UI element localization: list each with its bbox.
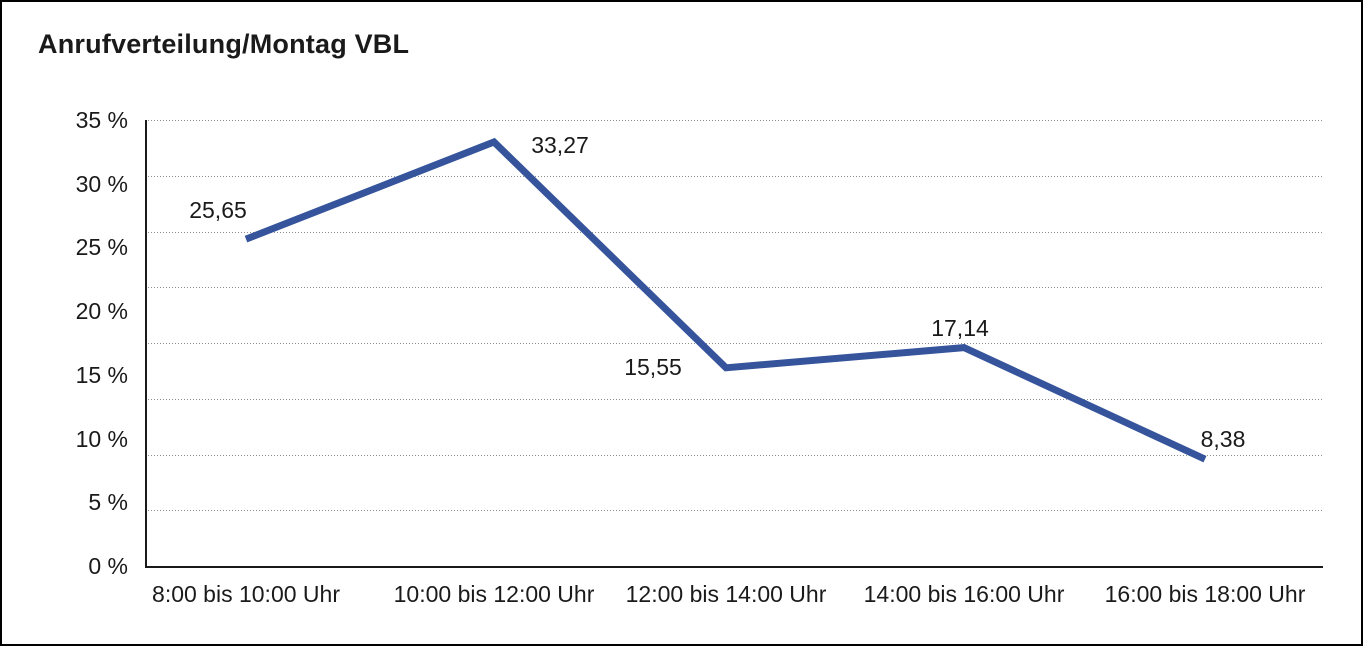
data-point-label: 25,65 [189,197,247,224]
line-series-path [244,137,1207,463]
y-axis-tick-label: 15 % [75,361,128,388]
gridline [145,231,1323,233]
y-axis-tick-label: 5 % [88,489,128,516]
y-axis-tick-label: 20 % [75,298,128,325]
gridline [145,343,1323,344]
y-axis-tick-label: 25 % [75,234,128,261]
y-axis-tick-label: 30 % [75,170,128,197]
gridline [145,287,1323,289]
gridline [145,175,1323,177]
x-axis-category-label: 14:00 bis 16:00 Uhr [863,581,1065,607]
y-axis-tick-label: 35 % [75,107,128,133]
data-point-label: 33,27 [531,132,589,158]
y-axis-line [145,120,147,568]
y-axis-tick-label: 10 % [75,425,128,452]
chart-title: Anrufverteilung/Montag VBL [38,29,410,59]
x-axis-line [145,566,1323,568]
gridline [145,120,1323,121]
x-axis-category-label: 12:00 bis 14:00 Uhr [625,581,827,607]
data-point-label: 17,14 [931,314,989,341]
gridline [145,510,1323,512]
x-axis-category-label: 16:00 bis 18:00 Uhr [1104,581,1306,607]
data-point-label: 8,38 [1200,426,1246,453]
gridline [145,454,1323,456]
x-axis-category-label: 10:00 bis 12:00 Uhr [393,581,595,607]
gridline [145,398,1323,400]
x-axis-category-label: 8:00 bis 10:00 Uhr [152,581,340,607]
y-axis-tick-label: 0 % [88,553,128,579]
data-point-label: 15,55 [624,353,682,380]
